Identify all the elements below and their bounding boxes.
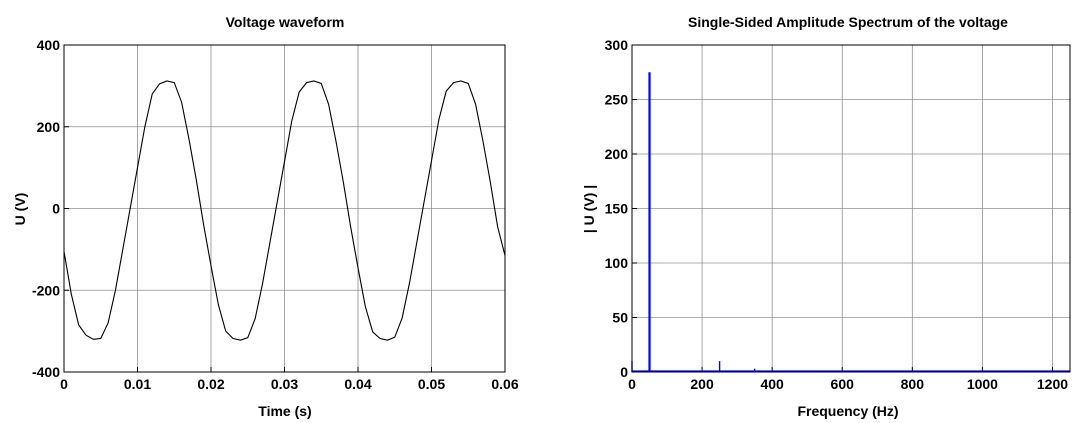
x-tick-labels: 0 200 400 600 800 1000 1200 — [628, 376, 1068, 392]
x-tick-label: 0 — [628, 376, 636, 392]
x-tick-label: 800 — [901, 376, 925, 392]
x-tick-label: 1200 — [1037, 376, 1068, 392]
y-tick-label: 100 — [605, 255, 629, 271]
x-tick-labels: 0 0.01 0.02 0.03 0.04 0.05 0.06 — [60, 376, 519, 392]
x-tick-label: 0 — [60, 376, 68, 392]
x-tick-label: 200 — [690, 376, 714, 392]
y-axis-label: | U (V) | — [581, 185, 597, 233]
y-tick-label: 0 — [52, 201, 60, 217]
y-tick-label: -400 — [32, 364, 60, 380]
y-tick-label: 150 — [605, 201, 629, 217]
amplitude-spectrum-chart: Single-Sided Amplitude Spectrum of the v… — [581, 14, 1071, 419]
x-tick-label: 0.01 — [124, 376, 151, 392]
x-tick-label: 0.03 — [271, 376, 298, 392]
y-tick-label: 250 — [605, 92, 629, 108]
y-tick-label: 400 — [37, 37, 61, 53]
y-tick-label: -200 — [32, 282, 60, 298]
y-tick-label: 300 — [605, 37, 629, 53]
x-axis-label: Frequency (Hz) — [797, 403, 898, 419]
y-tick-labels: -400 -200 0 200 400 — [32, 37, 60, 380]
x-tick-label: 1000 — [967, 376, 998, 392]
x-tick-label: 0.06 — [491, 376, 518, 392]
x-tick-label: 400 — [760, 376, 784, 392]
chart-title: Single-Sided Amplitude Spectrum of the v… — [688, 14, 1008, 30]
x-tick-label: 0.05 — [418, 376, 445, 392]
x-tick-label: 600 — [831, 376, 855, 392]
voltage-line — [63, 80, 506, 341]
x-axis-label: Time (s) — [258, 403, 311, 419]
y-tick-label: 0 — [620, 364, 628, 380]
y-tick-label: 50 — [612, 310, 628, 326]
x-tick-label: 0.04 — [344, 376, 371, 392]
spectrum-lines — [631, 72, 1070, 372]
voltage-waveform-chart: Voltage waveform 0 0.01 0.02 0.03 0.04 0.05 0.… — [12, 14, 519, 419]
chart-title: Voltage waveform — [226, 14, 345, 30]
grid — [631, 44, 1070, 373]
y-tick-label: 200 — [37, 119, 61, 135]
y-tick-label: 200 — [605, 146, 629, 162]
y-tick-labels: 0 50 100 150 200 250 300 — [605, 37, 629, 380]
plot-frame — [631, 44, 1071, 373]
y-axis-label: U (V) — [12, 193, 28, 226]
plot-frame — [63, 44, 506, 373]
x-tick-label: 0.02 — [197, 376, 224, 392]
